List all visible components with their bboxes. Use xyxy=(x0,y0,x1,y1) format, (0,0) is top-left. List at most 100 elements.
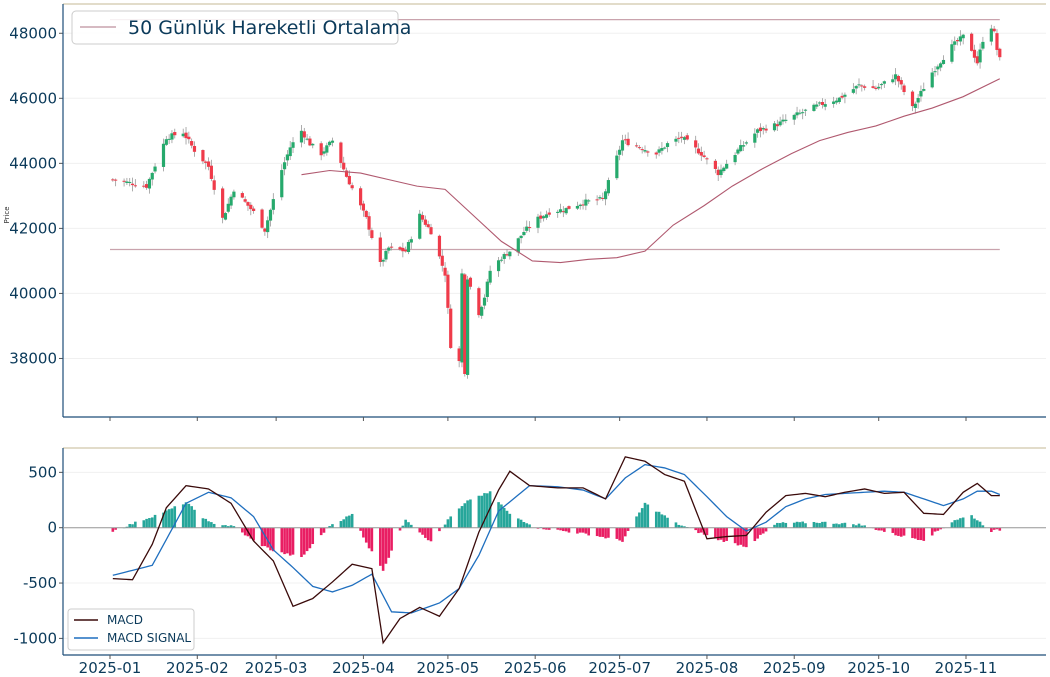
candle-body xyxy=(640,149,644,151)
candle-body xyxy=(899,80,903,85)
macd-histogram-bar xyxy=(421,527,424,535)
macd-histogram-bar xyxy=(398,527,402,531)
macd-histogram-bar xyxy=(939,527,942,530)
candle-body xyxy=(260,209,264,228)
macd-histogram-bar xyxy=(922,527,926,541)
candle-body xyxy=(190,141,194,146)
candle-body xyxy=(919,90,923,97)
candle-body xyxy=(187,136,191,140)
candle-body xyxy=(384,250,388,260)
candle-body xyxy=(221,188,225,218)
candle-body xyxy=(998,48,1002,58)
price-panel: 38000 40000 42000 44000 46000 48000 xyxy=(9,3,1046,418)
candle-body xyxy=(243,199,247,202)
macd-histogram-bar xyxy=(784,522,788,528)
candle-body xyxy=(556,211,560,213)
price-y-tick-label: 48000 xyxy=(9,24,57,42)
macd-histogram-bar xyxy=(280,527,284,553)
macd-histogram-bar xyxy=(995,527,999,530)
candle-body xyxy=(282,162,287,170)
macd-histogram-bar xyxy=(367,527,371,549)
candle-body xyxy=(499,259,503,261)
macd-histogram-bar xyxy=(311,527,315,545)
candle-body xyxy=(114,179,118,181)
macd-histogram-bar xyxy=(167,509,171,528)
macd-histogram-bar xyxy=(556,527,560,530)
x-tick-label: 2025-09 xyxy=(763,659,826,677)
macd-histogram-bar xyxy=(131,524,134,528)
candle-body xyxy=(164,139,168,145)
macd-histogram-bar xyxy=(823,521,827,528)
macd-histogram-bar xyxy=(508,513,512,528)
macd-histogram-bar xyxy=(114,527,117,530)
candle-body xyxy=(601,197,605,199)
macd-histogram-bar xyxy=(170,508,174,528)
candle-body xyxy=(466,279,470,375)
candle-body xyxy=(584,199,588,206)
candle-body xyxy=(606,180,610,194)
price-y-tick-label: 46000 xyxy=(9,89,57,107)
candle-body xyxy=(558,209,563,213)
macd-histogram-bar xyxy=(379,527,382,566)
macd-histogram-bar xyxy=(381,527,385,571)
candle-body xyxy=(970,33,974,51)
macd-histogram-bar xyxy=(466,500,469,528)
candle-body xyxy=(978,49,982,63)
macd-histogram-bar xyxy=(364,527,368,543)
macd-histogram-bar xyxy=(173,506,177,528)
candle-body xyxy=(981,41,985,49)
candle-body xyxy=(598,197,602,199)
candle-body xyxy=(367,216,371,230)
macd-histogram-bar xyxy=(745,527,748,548)
macd-histogram-bar xyxy=(761,527,765,534)
candle-body xyxy=(130,183,135,186)
macd-panel: -1000 -500 0 500 xyxy=(13,447,1046,656)
candle-body xyxy=(389,246,394,248)
macd-histogram-bar xyxy=(241,527,244,533)
candle-body xyxy=(480,306,484,316)
macd-histogram-bar xyxy=(998,527,1002,531)
macd-histogram-bar xyxy=(598,527,602,537)
candle-body xyxy=(544,214,549,218)
macd-histogram-bar xyxy=(883,527,886,532)
macd-histogram-bar xyxy=(483,493,486,528)
macd-histogram-bar xyxy=(742,527,745,547)
macd-histogram-bar xyxy=(319,527,323,536)
candle-body xyxy=(485,281,489,297)
candle-body xyxy=(860,85,864,87)
candle-body xyxy=(939,63,943,68)
macd-histogram-bar xyxy=(145,518,148,528)
candle-body xyxy=(618,149,622,155)
macd-histogram-bar xyxy=(950,522,954,528)
candle-body xyxy=(891,79,895,83)
macd-histogram-bar xyxy=(930,527,934,536)
macd-histogram-bar xyxy=(190,506,193,528)
candle-body xyxy=(406,241,411,253)
macd-histogram-bar xyxy=(880,527,883,531)
macd-histogram-bar xyxy=(339,521,343,528)
x-tick-label: 2025-02 xyxy=(166,659,229,677)
macd-histogram-bar xyxy=(148,518,151,528)
macd-histogram-bar xyxy=(615,527,619,539)
macd-histogram-bar xyxy=(877,527,881,531)
macd-histogram-bar xyxy=(224,525,227,528)
macd-histogram-bar xyxy=(837,524,841,528)
macd-histogram-bar xyxy=(212,523,216,528)
candle-body xyxy=(325,145,329,153)
macd-histogram-bar xyxy=(680,525,683,528)
price-y-tick-label: 44000 xyxy=(9,154,57,172)
candle-body xyxy=(359,188,363,206)
candle-body xyxy=(623,139,627,141)
candle-body xyxy=(381,259,385,262)
macd-histogram-bar xyxy=(286,527,289,554)
candle-body xyxy=(525,226,529,231)
macd-histogram-bar xyxy=(776,522,779,528)
candle-body xyxy=(840,95,844,98)
candle-body xyxy=(404,249,408,252)
macd-histogram-bar xyxy=(226,526,230,528)
candle-body xyxy=(311,143,315,146)
candle-body xyxy=(128,181,132,183)
candle-body xyxy=(285,154,289,161)
macd-histogram-bar xyxy=(666,517,669,528)
macd-histogram-bar xyxy=(700,527,703,533)
